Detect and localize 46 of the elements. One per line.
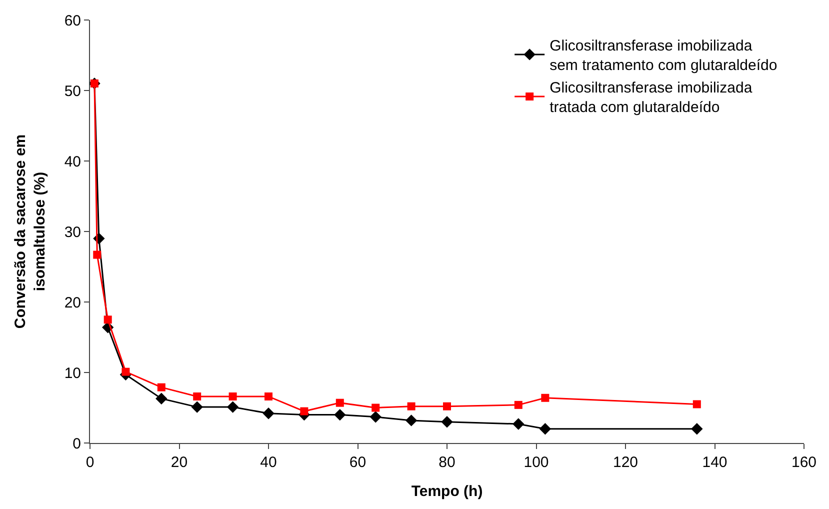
point xyxy=(300,407,308,416)
y-tick-label: 40 xyxy=(64,153,81,170)
legend-label: Glicosiltransferase imobilizada sem tratamento com glutaraldeído xyxy=(550,38,778,74)
point xyxy=(193,392,202,400)
x-tick-label: 140 xyxy=(702,454,728,471)
point xyxy=(334,408,346,421)
x-tick-label: 40 xyxy=(260,454,277,471)
y-tick-label: 10 xyxy=(64,364,81,382)
point xyxy=(336,398,344,407)
point xyxy=(512,418,524,430)
x-tick-label: 20 xyxy=(170,454,188,471)
point xyxy=(541,394,550,402)
x-tick-label: 160 xyxy=(791,454,817,471)
point xyxy=(692,400,701,408)
y-tick-label: 20 xyxy=(64,294,81,312)
point xyxy=(370,411,382,423)
point xyxy=(93,250,102,259)
point xyxy=(228,392,237,400)
point xyxy=(262,408,274,420)
x-tick-label: 0 xyxy=(86,454,94,471)
x-tick-label: 100 xyxy=(524,454,549,471)
legend-label: Glicosiltransferase imobilizada tratada com glutaraldeído xyxy=(550,80,753,116)
point xyxy=(226,401,239,413)
point xyxy=(514,400,522,409)
point xyxy=(122,368,130,376)
point xyxy=(443,402,451,410)
x-tick-label: 60 xyxy=(349,454,366,471)
x-axis-title: Tempo (h) xyxy=(411,483,483,500)
y-tick-label: 30 xyxy=(64,224,81,241)
y-tick-label: 60 xyxy=(64,12,81,30)
point xyxy=(405,414,418,426)
point xyxy=(539,423,552,435)
point xyxy=(691,423,703,435)
y-tick-label: 50 xyxy=(64,82,81,100)
x-tick-label: 80 xyxy=(438,454,456,471)
point xyxy=(156,392,168,404)
point xyxy=(407,402,416,410)
point xyxy=(104,316,112,324)
point xyxy=(191,401,203,413)
x-tick-label: 120 xyxy=(612,454,638,471)
point xyxy=(157,383,166,392)
point xyxy=(372,404,380,412)
y-tick-label: 0 xyxy=(72,435,81,452)
point xyxy=(264,392,272,400)
y-axis-title: Conversão da sacarose em isomaltulose (%) xyxy=(12,134,49,329)
point xyxy=(441,416,453,428)
